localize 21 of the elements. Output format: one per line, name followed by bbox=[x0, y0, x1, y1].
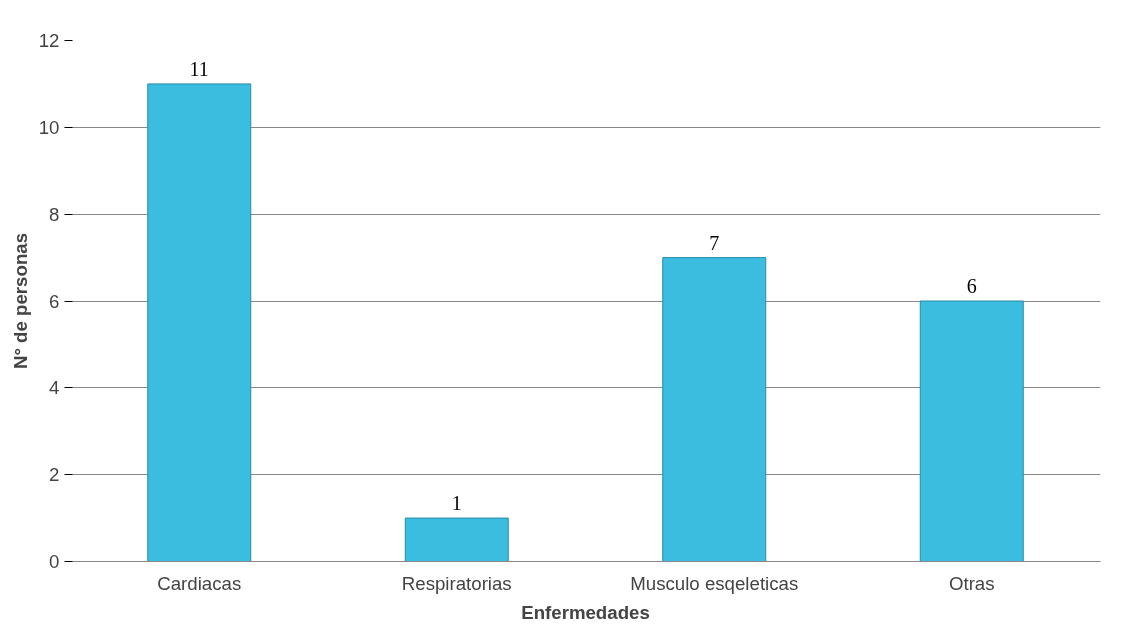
y-tick-label: 0 bbox=[49, 551, 60, 572]
data-label: 11 bbox=[189, 57, 209, 80]
y-tick-label: 4 bbox=[49, 377, 60, 399]
bar bbox=[662, 257, 767, 562]
y-tick-label: 6 bbox=[49, 290, 60, 312]
x-axis-title: Enfermedades bbox=[521, 601, 650, 623]
x-tick-label: Otras bbox=[948, 572, 995, 594]
y-tick-label: 12 bbox=[38, 30, 60, 51]
x-tick-label: Respiratorias bbox=[401, 572, 512, 594]
y-tick-label: 2 bbox=[49, 464, 60, 486]
bar bbox=[147, 83, 252, 562]
data-label: 7 bbox=[709, 231, 720, 254]
bar bbox=[404, 517, 509, 562]
data-label: 6 bbox=[966, 275, 977, 297]
y-axis-title: N° de personas bbox=[9, 232, 31, 370]
x-tick-label: Musculo esqeleticas bbox=[630, 572, 799, 594]
data-label: 1 bbox=[451, 492, 462, 515]
x-tick-label: Cardiacas bbox=[157, 572, 242, 594]
y-tick-label: 8 bbox=[49, 203, 60, 225]
y-tick-label: 10 bbox=[38, 116, 60, 138]
bar bbox=[919, 300, 1024, 562]
